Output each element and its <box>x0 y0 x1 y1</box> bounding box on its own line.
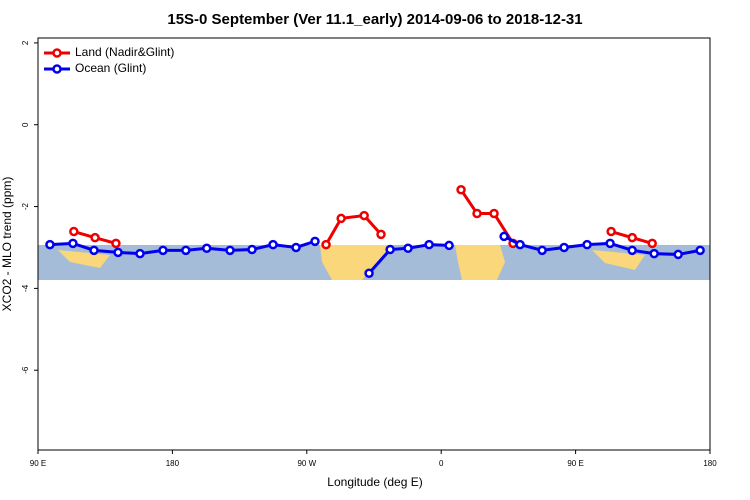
series-point <box>111 238 121 249</box>
map-band <box>38 245 710 280</box>
x-tick-label: 180 <box>703 459 717 468</box>
legend-swatch <box>52 48 62 58</box>
series-point <box>649 248 659 259</box>
series-point <box>424 239 434 250</box>
y-tick-label: -2 <box>21 202 30 210</box>
series-point <box>321 239 331 250</box>
series-point <box>647 238 657 249</box>
series-point <box>582 239 592 250</box>
plot-frame <box>37 37 711 451</box>
y-tick-label: -4 <box>21 284 30 292</box>
series-point <box>68 238 78 249</box>
x-tick-label: 180 <box>166 459 180 468</box>
legend-swatch <box>52 64 62 74</box>
legend-label: Land (Nadir&Glint) <box>75 45 174 59</box>
series-point <box>158 245 168 256</box>
y-axis-label: XCO2 - MLO trend (ppm) <box>0 177 14 312</box>
series-point <box>489 208 499 219</box>
series-point <box>403 243 413 254</box>
series-line <box>459 188 515 245</box>
series-point <box>201 243 212 254</box>
series-point <box>376 229 386 240</box>
series-line <box>324 213 383 246</box>
series-point <box>559 242 569 253</box>
land-shape <box>455 245 505 280</box>
series-point <box>359 210 369 221</box>
series-point <box>385 244 395 255</box>
series-line <box>503 235 701 256</box>
series-point <box>606 226 616 237</box>
legend-label: Ocean (Glint) <box>75 61 146 75</box>
series-point <box>605 238 615 249</box>
series-point <box>364 268 374 279</box>
series-point <box>627 232 637 243</box>
series-point <box>225 245 235 256</box>
chart-title: 15S-0 September (Ver 11.1_early) 2014-09… <box>167 11 582 28</box>
series-point <box>291 242 301 253</box>
y-tick-label: 2 <box>21 40 30 45</box>
y-tick-label: 0 <box>21 122 30 127</box>
series-point <box>499 231 509 242</box>
series-point <box>310 236 320 247</box>
series-point <box>472 208 482 219</box>
land-shape <box>320 245 392 280</box>
x-tick-label: 90 E <box>567 459 583 468</box>
series-point <box>135 248 145 259</box>
series-point <box>336 213 346 224</box>
series-point <box>69 226 79 237</box>
x-axis-label: Longitude (deg E) <box>327 475 422 489</box>
series-point <box>268 239 278 250</box>
series-point <box>673 249 683 260</box>
series-point <box>444 240 454 251</box>
x-tick-label: 0 <box>439 459 444 468</box>
y-tick-label: -6 <box>21 366 30 374</box>
series-point <box>695 245 705 256</box>
x-tick-label: 90 E <box>30 459 46 468</box>
series-point <box>247 244 257 255</box>
x-tick-label: 90 W <box>297 459 316 468</box>
series-point <box>89 245 99 256</box>
series-point <box>456 185 466 195</box>
series-point <box>181 245 191 256</box>
series-point <box>45 239 55 250</box>
series-point <box>515 239 525 250</box>
series-point <box>90 232 100 243</box>
land-shape <box>58 250 110 268</box>
series-point <box>113 247 123 258</box>
series-point <box>627 245 637 256</box>
series-point <box>537 245 547 256</box>
